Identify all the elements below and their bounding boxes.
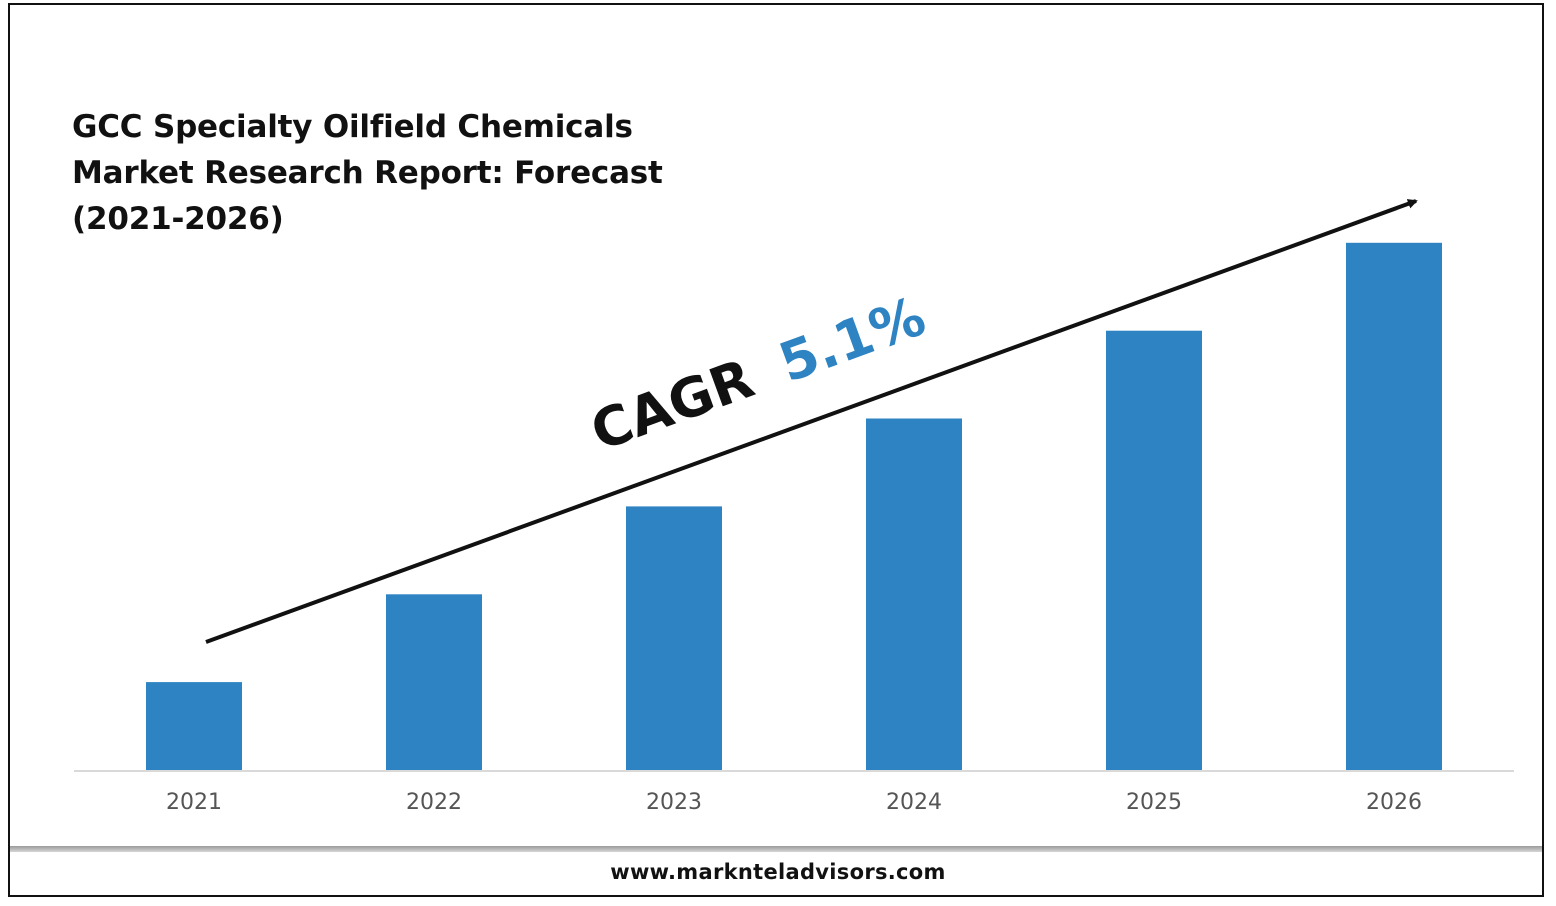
- footer-band: [10, 846, 1542, 852]
- bar-2022: [386, 594, 482, 770]
- bar-2023: [626, 506, 722, 770]
- bar-2021: [146, 682, 242, 770]
- chart-title-line-3: (2021-2026): [72, 201, 284, 237]
- chart-frame: [8, 3, 1544, 897]
- bar-2024: [866, 418, 962, 770]
- x-tick-label-2023: 2023: [646, 790, 702, 815]
- x-tick-label-2026: 2026: [1366, 790, 1422, 815]
- chart-title-line-2: Market Research Report: Forecast: [72, 155, 663, 191]
- trend-arrow: [205, 199, 1418, 644]
- x-tick-label-2022: 2022: [406, 790, 462, 815]
- x-tick-label-2024: 2024: [886, 790, 942, 815]
- cagr-prefix: CAGR: [583, 347, 762, 463]
- x-tick-label-2021: 2021: [166, 790, 222, 815]
- bars-layer: [146, 242, 1442, 771]
- cagr-value: 5.1%: [771, 284, 933, 394]
- bar-2025: [1106, 330, 1202, 770]
- footer-url: www.marknteladvisors.com: [610, 860, 946, 884]
- x-tick-labels: 2021 2022 2023 2024 2025 2026: [166, 790, 1422, 815]
- chart-title-line-1: GCC Specialty Oilfield Chemicals: [72, 109, 633, 145]
- x-tick-label-2025: 2025: [1126, 790, 1182, 815]
- chart-title: GCC Specialty Oilfield Chemicals Market …: [72, 104, 712, 242]
- bar-2026: [1346, 242, 1442, 771]
